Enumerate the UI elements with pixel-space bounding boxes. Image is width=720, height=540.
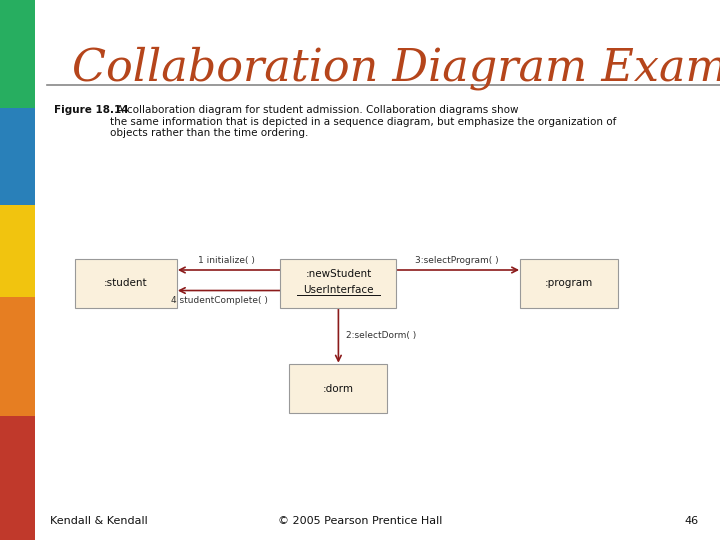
Text: Figure 18.14: Figure 18.14 [54,105,129,116]
Text: 1 initialize( ): 1 initialize( ) [199,256,255,265]
Text: A collaboration diagram for student admission. Collaboration diagrams show
the s: A collaboration diagram for student admi… [110,105,616,138]
Text: UserInterface: UserInterface [303,285,374,295]
Text: Kendall & Kendall: Kendall & Kendall [50,516,148,526]
FancyBboxPatch shape [289,364,387,414]
Bar [0,0,35,108]
Text: 3:selectProgram( ): 3:selectProgram( ) [415,256,499,265]
Bar [0,108,35,205]
Text: :dorm: :dorm [323,384,354,394]
Bar [0,297,35,416]
FancyBboxPatch shape [280,259,396,308]
Bar [0,416,35,540]
Text: 46: 46 [684,516,698,526]
FancyBboxPatch shape [75,259,177,308]
Text: :program: :program [544,279,593,288]
Text: Collaboration Diagram Example: Collaboration Diagram Example [72,46,720,90]
FancyBboxPatch shape [520,259,618,308]
Text: :newStudent: :newStudent [305,269,372,279]
Text: :student: :student [104,279,148,288]
Bar [0,205,35,297]
Text: © 2005 Pearson Prentice Hall: © 2005 Pearson Prentice Hall [278,516,442,526]
Text: 4 studentComplete( ): 4 studentComplete( ) [171,296,268,305]
Text: 2:selectDorm( ): 2:selectDorm( ) [346,332,417,340]
